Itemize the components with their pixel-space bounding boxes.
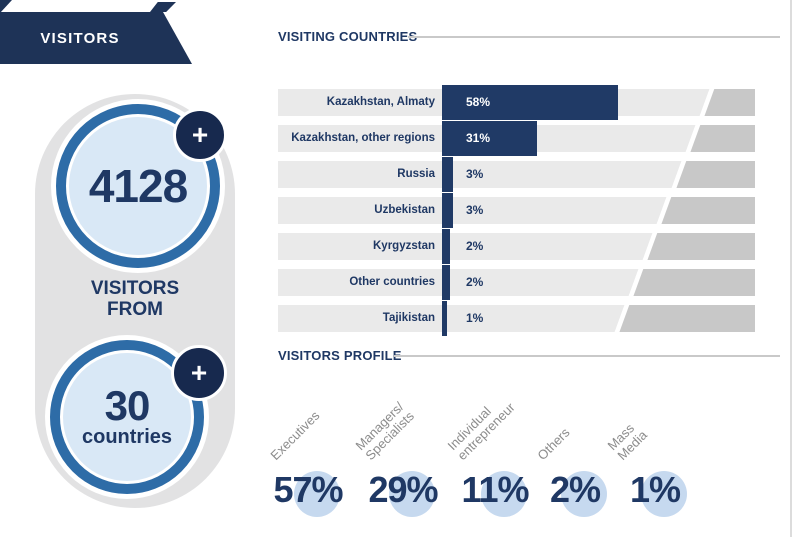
profile-percentage: 1% [629,469,681,510]
diagonal-accent-shape [684,125,755,152]
profile-circle-decoration [389,471,435,517]
plus-badge-icon[interactable]: + [173,108,227,162]
diagonal-accent-shape [613,305,755,332]
profile-circle-decoration [561,471,607,517]
banner-title: VISITORS [40,29,120,47]
plus-badge-icon[interactable]: + [171,345,227,401]
row-background [278,305,755,332]
country-bar-row: Kyrgyzstan 2% [278,229,755,264]
visitors-banner: VISITORS [0,0,200,66]
visitors-count-circle-fill: 4128 [69,117,207,255]
profile-category-label: Others [534,424,573,463]
country-value: 2% [466,275,484,289]
country-bar-row: Kazakhstan, Almaty 58% [278,85,755,120]
country-value: 2% [466,239,484,253]
country-bar [442,265,450,300]
country-label: Kazakhstan, Almaty [326,96,435,108]
profile-column: Executives 57% [258,350,358,535]
diagonal-accent-shape [641,233,755,260]
countries-count-value: 30 [104,382,151,430]
profile-percentage: 29% [368,469,438,510]
country-bar [442,301,447,336]
country-bar-row: Kazakhstan, other regions 31% [278,121,755,156]
diagonal-accent-shape [627,269,755,296]
country-value: 3% [466,167,484,181]
row-background [278,269,755,296]
country-label: Tajikistan [382,312,435,324]
country-bar-row: Russia 3% [278,157,755,192]
profile-column: Managers/ Specialists 29% [352,350,453,535]
profile-category-label: Executives [267,407,323,463]
country-label: Kyrgyzstan [373,240,435,252]
profile-category-label: Individual entrepreneur [444,399,518,463]
visitors-from-label: VISITORS FROM [90,278,180,321]
profile-column: Individual entrepreneur 11% [444,350,545,535]
countries-count-unit: countries [81,425,173,448]
profile-circle-decoration [481,471,527,517]
banner-fold-right-decoration [150,2,176,12]
row-background [278,197,755,224]
country-bar [442,229,450,264]
country-value: 1% [466,311,484,325]
country-value: 31% [466,131,491,145]
profile-percentage: 11% [461,469,529,510]
profile-category-label: Managers/ Specialists [352,399,417,463]
banner-ribbon-shape [0,12,192,64]
visitors-profile-divider [394,355,780,357]
row-background [278,233,755,260]
country-value: 3% [466,203,484,217]
country-bar [442,193,453,228]
visitors-count-value: 4128 [88,160,188,212]
country-bar [442,85,618,120]
plus-icon: + [191,119,209,150]
country-bar [442,157,453,192]
profile-column: Mass Media 1% [604,350,705,535]
row-background [278,161,755,188]
profile-percentage: 57% [273,469,343,510]
visiting-countries-title: VISITING COUNTRIES [278,29,418,44]
visitors-profile-title: VISITORS PROFILE [278,348,402,363]
country-label: Russia [397,168,435,180]
countries-count-circle-fill: 30 countries [63,353,191,481]
visiting-countries-chart: Kazakhstan, Almaty 58% Kazakhstan, other… [278,85,755,341]
country-bar-row: Uzbekistan 3% [278,193,755,228]
country-bar-row: Tajikistan 1% [278,301,755,336]
profile-category-label: Mass Media [604,420,651,463]
visiting-countries-divider [408,36,780,38]
country-label: Uzbekistan [374,204,435,216]
page-right-border [790,0,792,537]
diagonal-accent-shape [698,89,755,116]
diagonal-accent-shape [670,161,755,188]
profile-column: Others 2% [525,350,625,535]
visitors-profile-chart: Executives 57% Managers/ Specialists 29%… [250,350,795,535]
plus-icon: + [190,357,208,388]
country-label: Other countries [349,276,435,288]
country-bar-row: Other countries 2% [278,265,755,300]
country-bar [442,121,537,156]
profile-circle-decoration [641,471,687,517]
country-label: Kazakhstan, other regions [291,132,435,144]
diagonal-accent-shape [655,197,755,224]
profile-circle-decoration [294,471,340,517]
country-value: 58% [466,95,491,109]
profile-percentage: 2% [549,469,601,510]
